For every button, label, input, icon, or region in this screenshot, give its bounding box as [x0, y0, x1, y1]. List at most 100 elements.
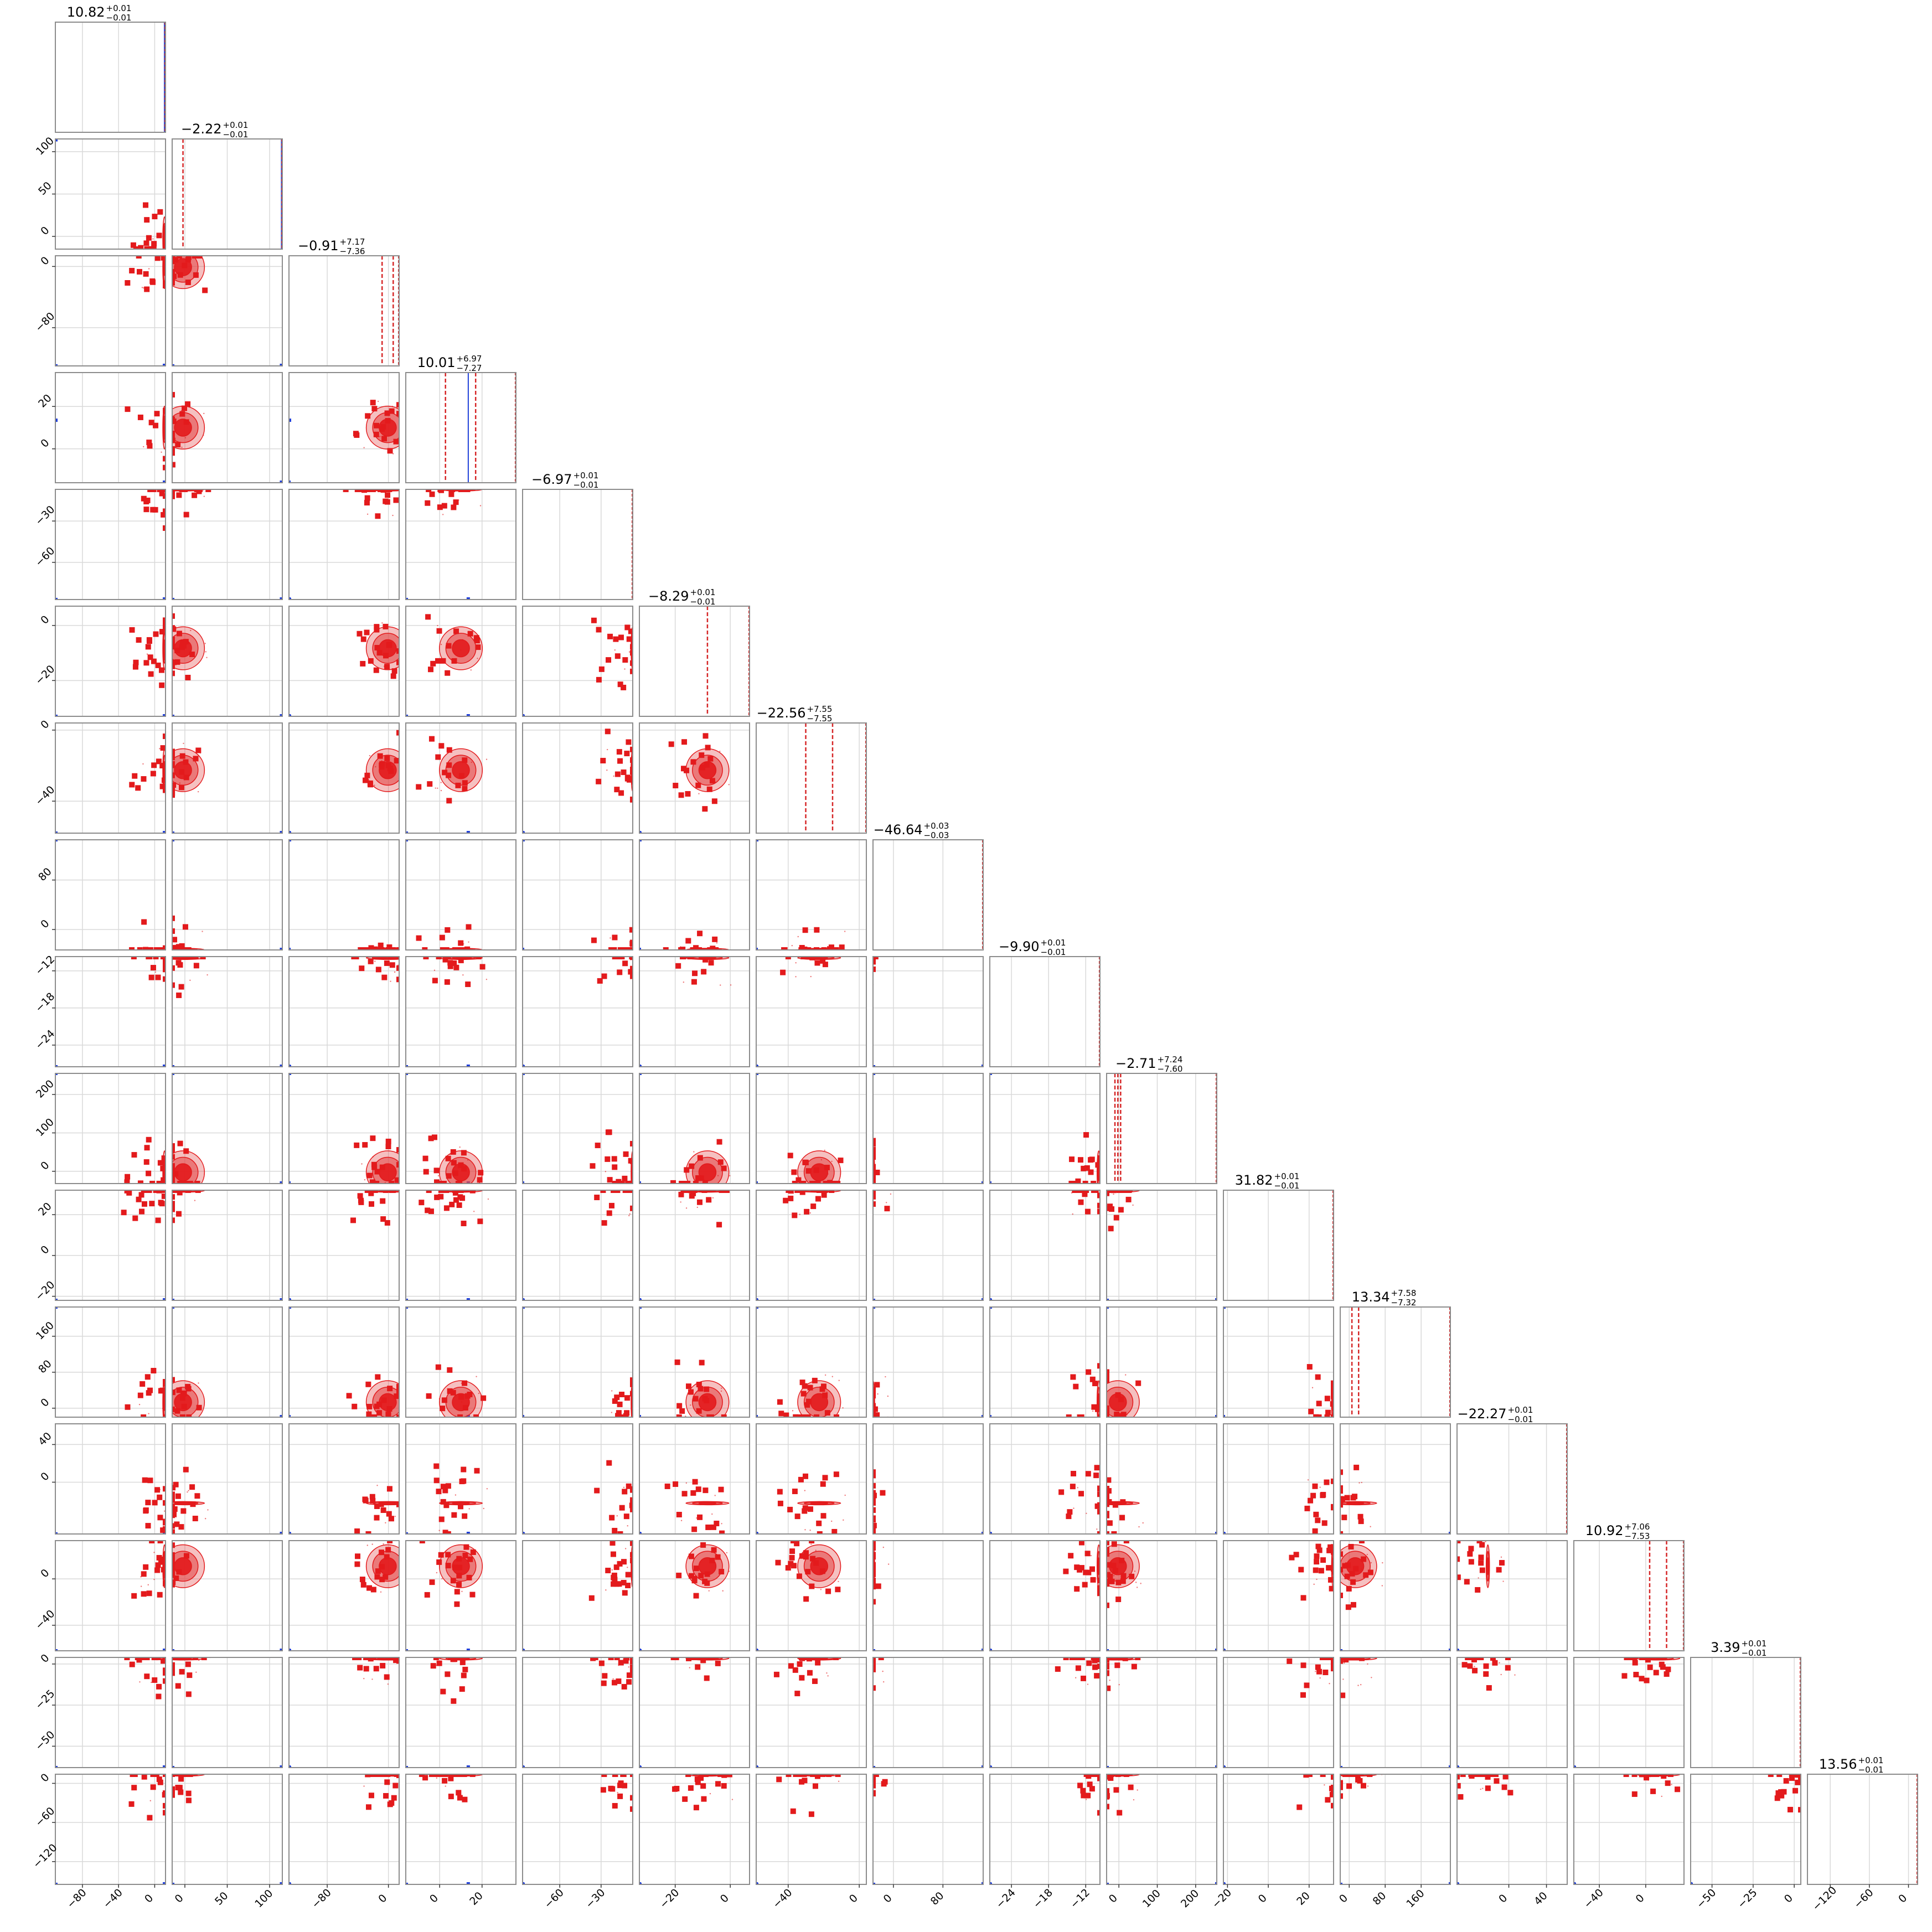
- contour-inner: [452, 639, 470, 658]
- truth-marker-y: [172, 1649, 174, 1651]
- truth-marker-y: [990, 1532, 992, 1534]
- trace-point: [704, 766, 706, 768]
- panel-frame: [1223, 1190, 1334, 1301]
- trace-point: [844, 931, 846, 932]
- sample-point: [172, 1667, 175, 1673]
- sample-point: [873, 959, 876, 965]
- x-tick-label: 200: [1179, 1887, 1201, 1910]
- sample-point: [1118, 1207, 1124, 1213]
- trace-point: [380, 1570, 383, 1572]
- truth-marker-y: [1107, 1883, 1109, 1884]
- sample-point: [1331, 1566, 1334, 1572]
- panel-14-9: [1106, 1657, 1217, 1768]
- sample-point: [175, 960, 182, 966]
- sample-point: [706, 1414, 712, 1417]
- sample-point: [1107, 1407, 1109, 1413]
- sample-point: [726, 1774, 732, 1778]
- y-tick-label: 0: [38, 1567, 51, 1580]
- sample-point: [1107, 1657, 1109, 1663]
- sample-point: [172, 772, 175, 778]
- sample-point: [177, 1785, 183, 1791]
- sample-point: [1075, 1190, 1081, 1193]
- sample-point: [698, 1386, 704, 1392]
- y-tick-label: −80: [33, 310, 57, 334]
- sample-point: [385, 1144, 391, 1150]
- sample-point: [374, 1503, 380, 1509]
- truth-marker-x: [1215, 1415, 1217, 1417]
- sample-point: [613, 636, 619, 642]
- sample-point: [1107, 1491, 1109, 1497]
- truth-marker-y: [523, 1065, 525, 1067]
- panel-10-2: [288, 1190, 400, 1301]
- sample-point: [678, 1191, 684, 1197]
- trace-point: [1673, 1659, 1675, 1660]
- truth-marker-x: [280, 1532, 282, 1534]
- truth-marker-x: [1223, 1415, 1225, 1417]
- panel-12-5: [639, 1423, 750, 1535]
- sample-point: [1345, 1562, 1351, 1568]
- x-tick-label: −40: [771, 1887, 795, 1911]
- sample-point: [141, 1201, 147, 1207]
- sample-point: [376, 1401, 383, 1407]
- sample-point: [453, 1197, 459, 1203]
- sample-point: [1069, 1657, 1075, 1660]
- truth-marker-y: [756, 1532, 758, 1534]
- sample-point: [1324, 1414, 1330, 1417]
- trace-point: [611, 1569, 613, 1571]
- trace-point: [461, 1401, 463, 1403]
- sample-point: [619, 957, 625, 959]
- panel-frame: [872, 1306, 984, 1418]
- sample-point: [1117, 1810, 1123, 1816]
- sample-point: [163, 464, 166, 471]
- panel-10-9: [1106, 1190, 1217, 1301]
- sample-point: [446, 747, 452, 753]
- y-tick-label: 0: [38, 1771, 51, 1785]
- sample-point: [156, 1693, 162, 1699]
- sample-point: [148, 974, 154, 980]
- sample-point: [440, 1484, 446, 1490]
- y-tick-label: −25: [33, 1687, 57, 1712]
- sample-point: [833, 1414, 839, 1417]
- sample-point: [370, 1135, 376, 1141]
- trace-point: [141, 287, 143, 288]
- sample-point: [129, 947, 135, 950]
- sample-point: [873, 957, 876, 959]
- sample-point: [835, 1181, 841, 1184]
- sample-point: [462, 489, 468, 492]
- trace-point: [203, 434, 204, 436]
- sample-point: [690, 947, 696, 950]
- sample-point: [396, 659, 399, 665]
- sample-point: [163, 958, 166, 964]
- sample-point: [1464, 1579, 1470, 1585]
- sample-point: [878, 1657, 884, 1660]
- sample-point: [172, 1217, 175, 1223]
- trace-point: [890, 1193, 892, 1195]
- sample-point: [1621, 1673, 1628, 1679]
- sample-point: [157, 1515, 163, 1521]
- sample-point: [608, 1202, 614, 1208]
- sample-point: [173, 1575, 179, 1581]
- sample-point: [873, 1554, 876, 1560]
- y-tick-label: 40: [36, 1430, 54, 1448]
- trace-point: [440, 782, 442, 783]
- panel-3-1: [172, 372, 283, 483]
- panel-frame: [756, 1540, 867, 1651]
- sample-point: [396, 1414, 399, 1417]
- sample-point: [724, 1190, 730, 1193]
- y-tick-label: 200: [34, 1078, 56, 1101]
- x-tick-label: −20: [657, 1887, 681, 1911]
- sample-point: [873, 1201, 876, 1207]
- panel-frame: [1106, 1657, 1217, 1768]
- sample-point: [182, 262, 188, 268]
- panel-frame: [1106, 1073, 1217, 1184]
- sample-point: [143, 947, 149, 950]
- sample-point: [466, 957, 472, 959]
- sample-point: [438, 1194, 444, 1200]
- sample-point: [1344, 1573, 1350, 1579]
- panel-8-1: [172, 956, 283, 1067]
- trace-point: [795, 962, 797, 964]
- trace-point: [476, 1376, 477, 1377]
- truth-marker-y: [639, 1766, 642, 1768]
- trace-point: [483, 1507, 484, 1510]
